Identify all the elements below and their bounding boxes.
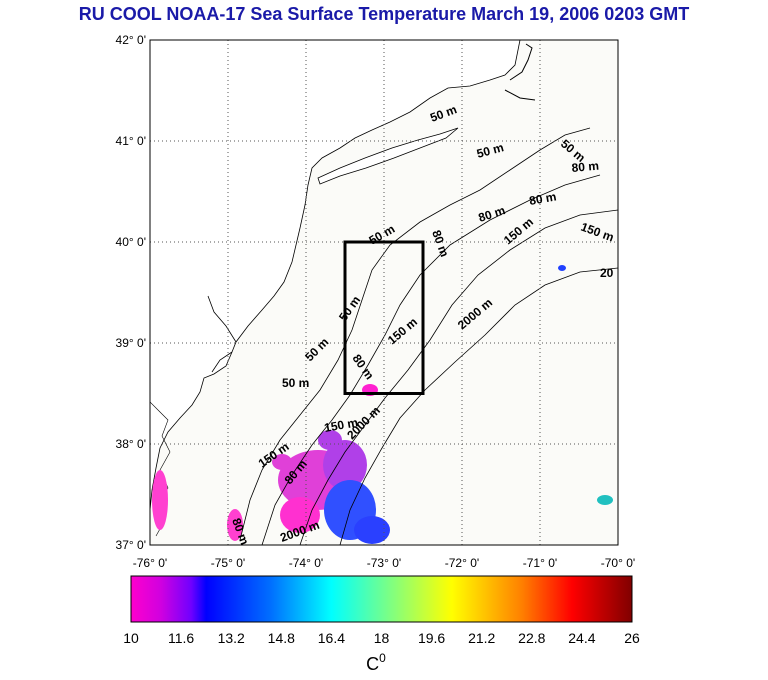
lat-tick-label: 41° 0' — [116, 134, 146, 148]
lon-tick-label: -70° 0' — [601, 556, 635, 570]
lon-tick-label: -72° 0' — [445, 556, 479, 570]
lat-tick-label: 42° 0' — [116, 33, 146, 47]
colorbar-tick-label: 10 — [123, 630, 139, 646]
latitude-ticks: 42° 0' 41° 0' 40° 0' 39° 0' 38° 0' 37° 0… — [116, 33, 146, 552]
long-island — [317, 127, 459, 185]
contour-label: 80 m — [528, 189, 557, 208]
contour-label: 50 m — [282, 376, 309, 390]
longitude-ticks: -76° 0' -75° 0' -74° 0' -73° 0' -72° 0' … — [133, 556, 635, 570]
map-frame — [149, 39, 619, 546]
contour-label: 20 — [600, 266, 614, 280]
colorbar-tick-label: 26 — [624, 630, 640, 646]
colorbar-tick-label: 22.8 — [518, 630, 545, 646]
colorbar-unit: C0 — [366, 651, 386, 674]
bathymetry-contours — [239, 127, 618, 545]
colorbar-tick-label: 21.2 — [468, 630, 495, 646]
contour-label: 150 m — [323, 415, 359, 435]
contour-2000m — [339, 267, 618, 545]
lon-tick-label: -73° 0' — [367, 556, 401, 570]
lon-tick-label: -76° 0' — [133, 556, 167, 570]
lon-tick-label: -71° 0' — [523, 556, 557, 570]
colorbar-tick-label: 24.4 — [568, 630, 595, 646]
colorbar-tick-label: 16.4 — [318, 630, 345, 646]
colorbar-tick-label: 19.6 — [418, 630, 445, 646]
map-grid — [150, 40, 618, 545]
contour-label: 50 m — [475, 140, 505, 161]
cape-cod — [504, 43, 536, 101]
lat-tick-label: 40° 0' — [116, 235, 146, 249]
map-title: RU COOL NOAA-17 Sea Surface Temperature … — [78, 4, 690, 24]
colorbar-tick-label: 14.8 — [268, 630, 295, 646]
land-mass — [150, 40, 521, 511]
contour-80m — [261, 174, 601, 545]
contour-50m — [239, 127, 591, 541]
delaware-bay — [207, 295, 237, 373]
colorbar-tick-label: 11.6 — [168, 630, 194, 646]
study-box — [343, 240, 425, 395]
lon-tick-label: -75° 0' — [211, 556, 245, 570]
colorbar — [130, 575, 633, 623]
lon-tick-label: -74° 0' — [289, 556, 323, 570]
lat-tick-label: 39° 0' — [116, 336, 146, 350]
colorbar-tick-label: 18 — [374, 630, 390, 646]
lat-tick-label: 37° 0' — [116, 538, 146, 552]
contour-150m — [299, 209, 618, 545]
colorbar-ticks: 10 11.6 13.2 14.8 16.4 18 19.6 21.2 22.8… — [123, 630, 640, 646]
lat-tick-label: 38° 0' — [116, 437, 146, 451]
unit-symbol: C — [366, 654, 379, 674]
contour-label: 80 m — [571, 159, 599, 175]
unit-superscript: 0 — [379, 651, 386, 665]
colorbar-tick-label: 13.2 — [218, 630, 245, 646]
